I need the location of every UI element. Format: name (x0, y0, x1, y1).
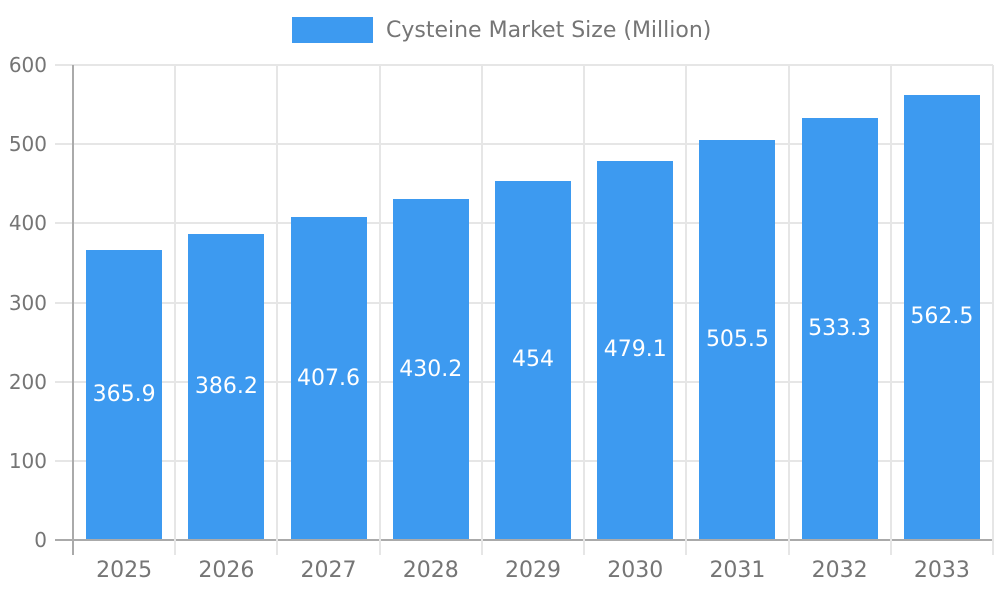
gridline-horizontal (55, 64, 993, 66)
gridline-horizontal (55, 143, 993, 146)
bar-value-label: 407.6 (297, 365, 361, 391)
x-axis-tick-label: 2026 (198, 558, 255, 583)
gridline-vertical (685, 65, 688, 555)
x-axis-tick-label: 2028 (402, 558, 459, 583)
x-axis-tick-label: 2032 (811, 558, 868, 583)
bar: 505.5 (699, 139, 776, 539)
bar-value-label: 430.2 (399, 356, 463, 382)
bar-value-label: 454 (512, 347, 554, 373)
y-axis-tick-label: 600 (8, 53, 47, 77)
legend-item[interactable]: Cysteine Market Size (Million) (292, 17, 711, 43)
x-axis-tick-label: 2025 (96, 558, 153, 583)
bar-value-label: 479.1 (603, 337, 667, 363)
y-axis-tick-label: 400 (8, 211, 47, 236)
bar-value-label: 386.2 (194, 374, 258, 400)
x-axis-tick-label: 2027 (300, 558, 357, 583)
bar-value-label: 533.3 (808, 315, 872, 341)
gridline-vertical (889, 65, 892, 555)
y-axis-tick-label: 0 (34, 528, 47, 552)
gridline-vertical (480, 65, 483, 555)
bar: 479.1 (597, 160, 674, 539)
y-axis-tick-label: 300 (8, 290, 47, 315)
gridline-vertical (992, 65, 994, 555)
y-axis-tick-label: 200 (8, 369, 47, 394)
gridline-vertical (583, 65, 586, 555)
y-axis-line (72, 65, 74, 555)
gridline-vertical (276, 65, 279, 555)
bar: 386.2 (188, 234, 265, 539)
legend-swatch (292, 17, 373, 43)
bar-value-label: 562.5 (910, 304, 974, 330)
bar-value-label: 505.5 (705, 326, 769, 352)
x-axis-tick-label: 2029 (504, 558, 561, 583)
y-axis-tick-label: 500 (8, 132, 47, 157)
bar: 562.5 (903, 94, 980, 539)
x-axis-tick-label: 2033 (913, 558, 970, 583)
bar: 365.9 (86, 250, 163, 539)
gridline-vertical (787, 65, 790, 555)
x-axis-line (55, 539, 993, 541)
bar: 533.3 (801, 117, 878, 539)
bar: 454 (495, 180, 571, 539)
x-axis-tick-label: 2031 (709, 558, 766, 583)
x-axis-tick-label: 2030 (607, 558, 664, 583)
gridline-vertical (378, 65, 381, 555)
bar-value-label: 365.9 (92, 382, 156, 408)
bar: 407.6 (290, 217, 367, 539)
y-axis-tick-label: 100 (8, 448, 47, 473)
gridline-vertical (174, 65, 177, 555)
bar: 430.2 (392, 199, 469, 539)
legend-label: Cysteine Market Size (Million) (386, 17, 712, 43)
